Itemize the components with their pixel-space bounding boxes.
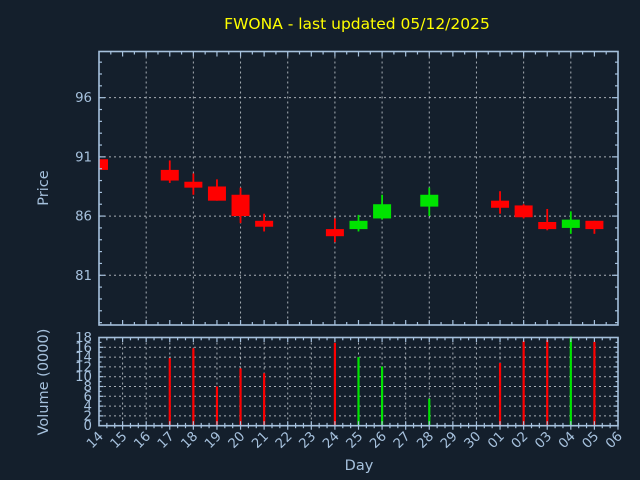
price-tick-label: 86 (75, 210, 92, 225)
day-tick-label: 17 (155, 429, 178, 452)
volume-tick-label: 6 (84, 390, 92, 405)
candle-body-25 (349, 220, 368, 230)
day-tick-label: 27 (391, 429, 414, 452)
price-tick-label: 81 (75, 269, 92, 284)
candle-body-20 (231, 194, 250, 217)
volume-tick-label: 0 (84, 419, 92, 434)
day-tick-label: 25 (344, 429, 367, 452)
volume-tick-label: 2 (84, 409, 92, 424)
candle-body-21 (255, 220, 274, 227)
day-tick-label: 30 (462, 429, 485, 452)
volume-tick-label: 10 (75, 370, 92, 385)
x-axis-label: Day (345, 458, 374, 474)
ticks-layer (99, 51, 619, 430)
candle-body-24 (325, 229, 344, 237)
day-tick-label: 28 (415, 429, 438, 452)
day-tick-label: 16 (131, 429, 154, 452)
volume-series-layer (168, 336, 596, 426)
price-tick-label: 91 (75, 150, 92, 165)
volume-tick-label: 12 (75, 360, 92, 375)
volume-tick-label: 8 (84, 380, 92, 395)
candle-body-26 (373, 204, 392, 219)
day-tick-label: 01 (485, 429, 508, 452)
candle-body-19 (207, 186, 226, 201)
day-tick-label: 06 (603, 429, 626, 452)
volume-tick-label: 4 (84, 400, 92, 415)
day-tick-label: 18 (179, 429, 202, 452)
candle-body-05 (585, 220, 604, 230)
day-tick-label: 03 (532, 429, 555, 452)
day-tick-label: 19 (202, 429, 225, 452)
price-plot-frame (98, 50, 619, 326)
candle-body-28 (420, 194, 439, 207)
volume-axis-label: Volume (0000) (36, 329, 52, 436)
candle-body-03 (538, 221, 557, 230)
day-tick-label: 04 (556, 429, 579, 452)
day-tick-label: 23 (297, 429, 320, 452)
price-tick-label: 96 (75, 91, 92, 106)
day-tick-label: 26 (367, 429, 390, 452)
day-tick-label: 05 (580, 429, 603, 452)
day-tick-label: 21 (249, 429, 272, 452)
candle-body-14 (99, 159, 108, 170)
volume-tick-label: 14 (75, 351, 92, 366)
volume-tick-label: 16 (75, 341, 92, 356)
day-tick-label: 24 (320, 429, 343, 452)
candle-body-17 (160, 169, 179, 181)
price-axis-label: Price (36, 170, 52, 205)
volume-tick-label: 18 (75, 331, 92, 346)
day-tick-label: 20 (226, 429, 249, 452)
candle-body-01 (491, 200, 510, 208)
candle-body-04 (561, 219, 580, 228)
day-tick-label: 15 (108, 429, 131, 452)
candle-body-18 (184, 181, 203, 188)
candle-body-02 (514, 205, 533, 218)
day-tick-label: 02 (509, 429, 532, 452)
chart-title: FWONA - last updated 05/12/2025 (224, 15, 490, 33)
series-layer (99, 159, 604, 243)
day-tick-label: 29 (438, 429, 461, 452)
day-tick-label: 22 (273, 429, 296, 452)
